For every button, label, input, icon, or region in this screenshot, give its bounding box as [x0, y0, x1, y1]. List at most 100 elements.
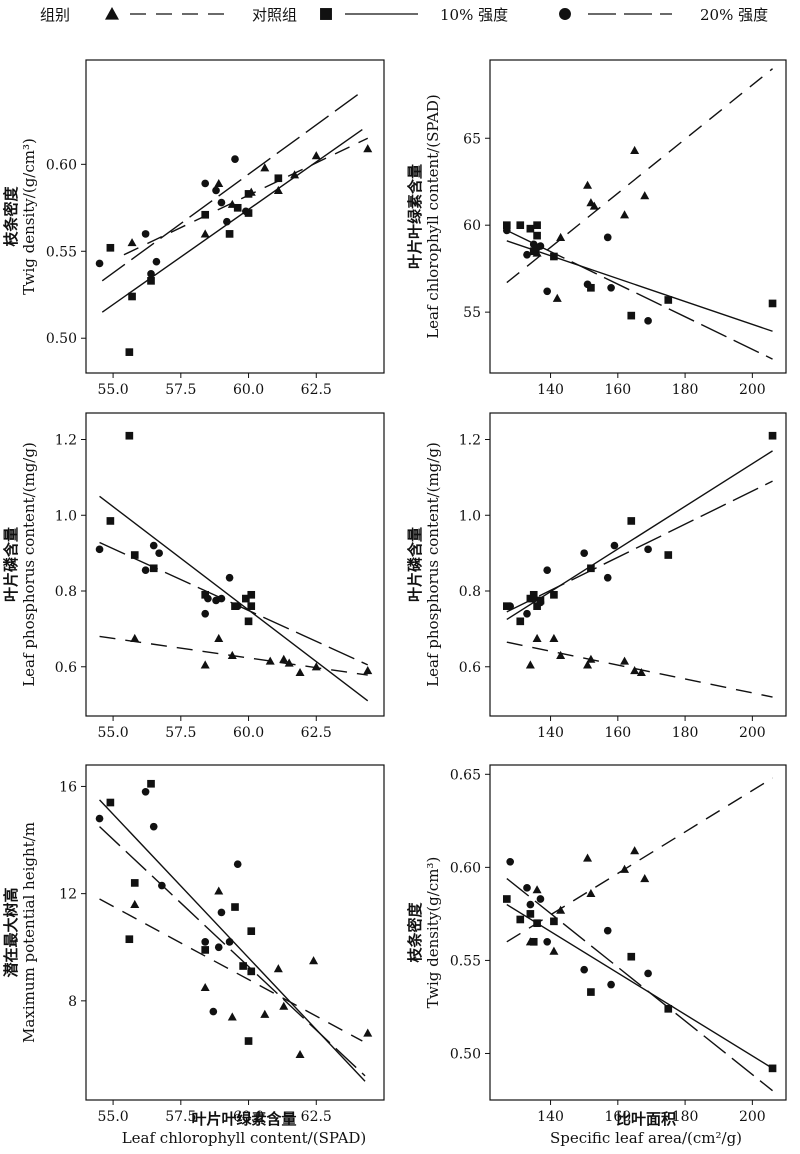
data-point-triangle: [586, 654, 596, 663]
data-point-circle: [583, 280, 592, 289]
data-point-square: [242, 594, 250, 603]
trend-line-square: [99, 495, 369, 702]
data-point-triangle: [273, 185, 283, 195]
x-tick-label: 57.5: [165, 1109, 196, 1125]
data-point-triangle: [127, 238, 137, 247]
data-point-square: [149, 564, 158, 573]
x-tick-label: 140: [537, 725, 564, 741]
data-point-triangle: [549, 946, 559, 955]
data-point-circle: [506, 602, 515, 610]
data-point-circle: [536, 242, 545, 250]
x-tick-label: 57.5: [165, 725, 196, 741]
plot-frame: [85, 764, 385, 1101]
trend-line-circle: [506, 877, 773, 1092]
data-point-square: [244, 617, 253, 626]
data-point-circle: [95, 814, 104, 823]
data-point-square: [106, 243, 115, 252]
data-point-circle: [506, 857, 515, 866]
data-point-square: [247, 927, 256, 935]
data-point-triangle: [260, 163, 270, 172]
series-circle: [506, 857, 773, 1092]
data-point-square: [106, 798, 115, 807]
data-point-square: [768, 299, 777, 308]
data-point-triangle: [260, 1009, 270, 1018]
data-point-square: [526, 224, 535, 233]
data-point-circle: [158, 881, 166, 890]
series-triangle: [506, 633, 773, 698]
y-tick-label: 60: [463, 218, 481, 234]
data-point-square: [274, 174, 283, 183]
y-axis-label-en: Maximum potential height/m: [20, 822, 38, 1043]
data-point-triangle: [265, 656, 275, 665]
trend-line-circle: [506, 229, 773, 360]
data-point-triangle: [630, 145, 640, 155]
data-point-square: [516, 915, 525, 924]
data-point-triangle: [620, 864, 630, 873]
data-point-circle: [603, 573, 612, 582]
y-tick-label: 0.8: [55, 584, 77, 600]
data-point-square: [147, 277, 155, 285]
data-point-square: [550, 917, 558, 926]
data-point-triangle: [214, 886, 224, 895]
data-point-triangle: [620, 210, 630, 219]
data-point-triangle: [363, 144, 373, 153]
data-point-square: [587, 564, 595, 573]
data-point-triangle: [130, 899, 140, 908]
data-point-circle: [141, 787, 150, 796]
data-point-circle: [214, 943, 223, 952]
plot-frame: [489, 412, 787, 717]
trend-line-square: [506, 450, 773, 621]
data-point-circle: [523, 609, 531, 618]
y-tick-label: 0.55: [450, 953, 481, 969]
x-title-left-en: Leaf chlorophyll content/(SPAD): [122, 1129, 367, 1147]
trend-line-circle: [99, 826, 366, 1077]
data-point-circle: [543, 566, 552, 575]
data-point-triangle: [214, 633, 224, 642]
data-point-circle: [231, 155, 239, 163]
x-tick-label: 60.0: [233, 1109, 264, 1125]
data-point-square: [627, 952, 636, 961]
data-point-triangle: [311, 151, 321, 160]
y-axis-label-cn: 叶片叶绿素含量: [406, 164, 424, 269]
y-tick-label: 1.2: [459, 433, 481, 449]
data-point-triangle: [273, 964, 283, 973]
data-point-square: [201, 590, 210, 599]
data-point-square: [128, 292, 136, 301]
data-point-square: [533, 602, 541, 610]
series-triangle: [99, 633, 373, 677]
series-triangle: [506, 68, 773, 302]
series-square: [502, 221, 777, 332]
data-point-square: [533, 919, 541, 928]
data-point-circle: [502, 226, 511, 235]
data-point-circle: [217, 594, 226, 603]
data-point-circle: [607, 980, 615, 989]
trend-line-circle: [101, 90, 363, 282]
series-square: [502, 895, 777, 1073]
data-point-square: [244, 190, 253, 198]
legend-label: 对照组: [252, 6, 297, 24]
data-point-triangle: [636, 667, 646, 677]
y-tick-label: 0.50: [450, 1046, 481, 1062]
data-point-triangle: [227, 1012, 237, 1021]
y-tick-label: 0.50: [46, 331, 77, 347]
series-circle: [502, 226, 773, 360]
data-point-circle: [543, 937, 552, 946]
data-point-triangle: [630, 846, 640, 855]
data-point-square: [533, 221, 541, 230]
data-point-triangle: [130, 633, 140, 642]
data-point-circle: [523, 884, 531, 892]
data-point-circle: [603, 233, 612, 242]
data-point-square: [225, 230, 234, 238]
legend: 组别 对照组 10% 强度 20% 强度: [40, 6, 768, 24]
data-point-square: [502, 895, 511, 903]
data-point-square: [130, 879, 139, 887]
chart-panel-2: 140 160 180 200 55 60 65 叶片叶绿素含量 Leaf chlorophyl…: [406, 59, 787, 398]
series-square: [101, 128, 363, 356]
data-point-square: [587, 988, 595, 996]
data-point-circle: [523, 250, 531, 259]
y-tick-label: 0.55: [46, 244, 77, 260]
data-point-square: [529, 937, 538, 946]
data-point-square: [529, 247, 538, 256]
data-point-circle: [141, 566, 150, 575]
